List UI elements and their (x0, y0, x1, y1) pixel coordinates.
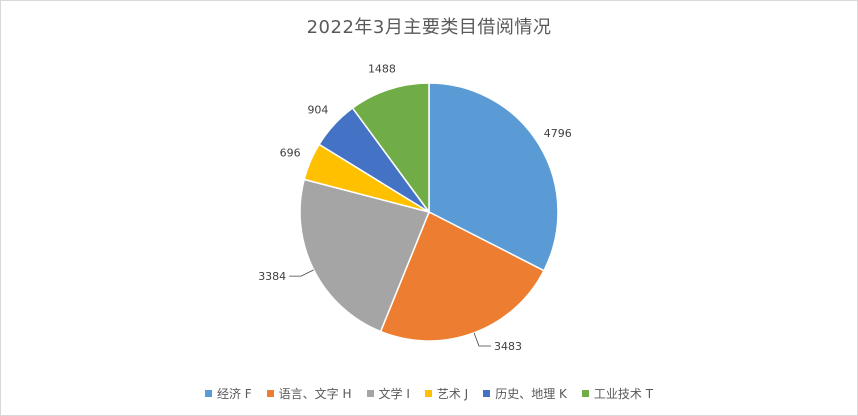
legend-item-1: 语言、文字 H (266, 385, 352, 402)
legend-item-3: 艺术 J (424, 385, 469, 402)
data-label-2: 3384 (258, 270, 286, 283)
legend-item-5: 工业技术 T (581, 385, 654, 402)
leader-line-1 (473, 332, 491, 347)
legend-label-0: 经济 F (216, 387, 252, 401)
leader-line-2 (289, 269, 314, 277)
data-label-0: 4796 (544, 127, 572, 140)
chart-legend: 经济 F 语言、文字 H 文学 I 艺术 J 历史、地理 K 工业技术 T (1, 385, 857, 402)
pie-slice-5 (351, 82, 430, 215)
legend-label-3: 艺术 J (436, 387, 469, 401)
legend-swatch-0 (204, 390, 212, 397)
legend-swatch-3 (424, 390, 432, 397)
legend-label-1: 语言、文字 H (278, 387, 352, 401)
legend-label-4: 历史、地理 K (495, 387, 567, 401)
legend-label-5: 工业技术 T (593, 387, 654, 401)
legend-swatch-5 (581, 390, 589, 397)
pie-slice-2 (299, 178, 431, 333)
data-label-5: 1488 (368, 63, 396, 76)
legend-item-0: 经济 F (204, 385, 252, 402)
legend-item-4: 历史、地理 K (483, 385, 567, 402)
data-label-3: 696 (280, 147, 301, 160)
data-label-1: 3483 (494, 340, 522, 353)
legend-item-2: 文学 I (366, 385, 410, 402)
legend-swatch-4 (483, 390, 491, 397)
data-label-4: 904 (307, 104, 328, 117)
legend-swatch-2 (366, 390, 374, 397)
pie-slice-0 (428, 82, 559, 272)
chart-title: 2022年3月主要类目借阅情况 (306, 17, 552, 38)
legend-label-2: 文学 I (378, 387, 410, 401)
legend-swatch-1 (266, 390, 274, 397)
pie-slice-1 (379, 210, 545, 342)
